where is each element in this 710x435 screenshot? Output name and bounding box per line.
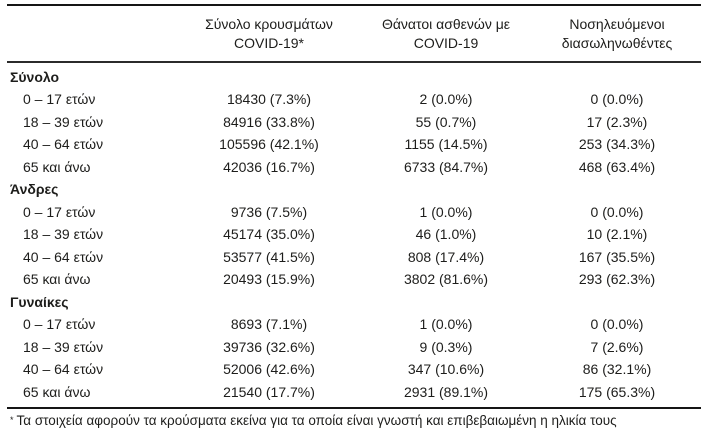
table-row: 65 και άνω 21540 (17.7%) 2931 (89.1%) 175 (… — [7, 381, 701, 404]
column-header-deaths: Θάνατοι ασθενών με COVID-19 — [359, 15, 533, 53]
column-header-intubated-line2: διασωληνωθέντες — [561, 35, 673, 51]
column-header-deaths-line1: Θάνατοι ασθενών με — [381, 16, 511, 32]
group-header-row: Άνδρες — [7, 178, 701, 201]
footnote-asterisk: * — [10, 415, 14, 425]
footnote-text: Τα στοιχεία αφορούν τα κρούσματα εκείνα … — [16, 413, 617, 428]
table-row: 18 – 39 ετών 39736 (32.6%) 9 (0.3%) 7 (2.6%… — [7, 336, 701, 359]
group-label: Άνδρες — [10, 181, 59, 198]
age-group-label: 0 – 17 ετών — [23, 203, 96, 220]
age-group-label: 65 και άνω — [23, 271, 91, 288]
deaths-value: 6733 (84.7%) — [403, 158, 489, 175]
table-row: 65 και άνω 20493 (15.9%) 3802 (81.6%) 293 (… — [7, 268, 701, 291]
cases-value: 8693 (7.1%) — [230, 316, 308, 333]
deaths-value: 55 (0.7%) — [415, 113, 477, 130]
age-group-label: 40 – 64 ετών — [23, 136, 104, 153]
table-bottom-rule — [7, 407, 701, 409]
cases-value: 9736 (7.5%) — [230, 203, 308, 220]
group-label: Γυναίκες — [10, 293, 69, 310]
age-group-label: 18 – 39 ετών — [23, 338, 104, 355]
column-header-intubated-line1: Νοσηλευόμενοι — [569, 16, 665, 32]
deaths-value: 3802 (81.6%) — [403, 271, 489, 288]
table-row: 18 – 39 ετών 84916 (33.8%) 55 (0.7%) 17 (2.… — [7, 111, 701, 134]
cases-value: 20493 (15.9%) — [223, 271, 315, 288]
cases-value: 84916 (33.8%) — [223, 113, 315, 130]
cases-value: 105596 (42.1%) — [219, 136, 319, 153]
deaths-value: 1 (0.0%) — [419, 316, 473, 333]
table-row: 0 – 17 ετών 18430 (7.3%) 2 (0.0%) 0 (0.0%) — [7, 88, 701, 111]
deaths-value: 808 (17.4%) — [407, 248, 485, 265]
age-group-label: 40 – 64 ετών — [23, 248, 104, 265]
table-header-rule — [7, 61, 701, 63]
table-body: Σύνολο 0 – 17 ετών 18430 (7.3%) 2 (0.0%) 0 (… — [7, 63, 701, 408]
age-group-label: 0 – 17 ετών — [23, 91, 96, 108]
cases-value: 42036 (16.7%) — [223, 158, 315, 175]
intubated-value: 0 (0.0%) — [590, 203, 644, 220]
deaths-value: 2 (0.0%) — [419, 91, 473, 108]
cases-value: 45174 (35.0%) — [223, 226, 315, 243]
table-row: 40 – 64 ετών 105596 (42.1%) 1155 (14.5%) 25… — [7, 133, 701, 156]
age-group-label: 0 – 17 ετών — [23, 316, 96, 333]
column-header-cases: Σύνολο κρουσμάτων COVID-19* — [179, 15, 359, 53]
age-group-label: 18 – 39 ετών — [23, 113, 104, 130]
column-header-cases-line2: COVID-19* — [233, 35, 305, 51]
intubated-value: 7 (2.6%) — [590, 338, 644, 355]
deaths-value: 1155 (14.5%) — [404, 136, 488, 153]
cases-value: 18430 (7.3%) — [226, 91, 312, 108]
covid-stats-table: Σύνολο κρουσμάτων COVID-19* Θάνατοι ασθε… — [7, 4, 701, 430]
column-header-cases-line1: Σύνολο κρουσμάτων — [205, 16, 333, 32]
group-header-row: Σύνολο — [7, 66, 701, 89]
column-header-deaths-line2: COVID-19 — [413, 35, 479, 51]
cases-value: 39736 (32.6%) — [223, 338, 315, 355]
age-group-label: 40 – 64 ετών — [23, 361, 104, 378]
intubated-value: 86 (32.1%) — [582, 361, 652, 378]
intubated-value: 0 (0.0%) — [590, 91, 644, 108]
table-header-row: Σύνολο κρουσμάτων COVID-19* Θάνατοι ασθε… — [7, 6, 701, 61]
table-row: 40 – 64 ετών 52006 (42.6%) 347 (10.6%) 86 (… — [7, 358, 701, 381]
table-row: 18 – 39 ετών 45174 (35.0%) 46 (1.0%) 10 (2.… — [7, 223, 701, 246]
intubated-value: 253 (34.3%) — [578, 136, 656, 153]
table-row: 40 – 64 ετών 53577 (41.5%) 808 (17.4%) 167 … — [7, 246, 701, 269]
cases-value: 21540 (17.7%) — [223, 383, 315, 400]
deaths-value: 9 (0.3%) — [419, 338, 473, 355]
deaths-value: 1 (0.0%) — [419, 203, 473, 220]
intubated-value: 10 (2.1%) — [586, 226, 648, 243]
cases-value: 53577 (41.5%) — [223, 248, 315, 265]
age-group-label: 65 και άνω — [23, 383, 91, 400]
table-row: 0 – 17 ετών 9736 (7.5%) 1 (0.0%) 0 (0.0%) — [7, 201, 701, 224]
deaths-value: 2931 (89.1%) — [403, 383, 489, 400]
column-header-intubated: Νοσηλευόμενοι διασωληνωθέντες — [533, 15, 701, 53]
group-header-row: Γυναίκες — [7, 291, 701, 314]
intubated-value: 293 (62.3%) — [578, 271, 656, 288]
deaths-value: 347 (10.6%) — [407, 361, 485, 378]
intubated-value: 17 (2.3%) — [586, 113, 648, 130]
table-footnote: * Τα στοιχεία αφορούν τα κρούσματα εκείνα… — [7, 409, 701, 430]
intubated-value: 0 (0.0%) — [590, 316, 644, 333]
age-group-label: 18 – 39 ετών — [23, 226, 104, 243]
intubated-value: 175 (65.3%) — [578, 383, 656, 400]
cases-value: 52006 (42.6%) — [223, 361, 315, 378]
intubated-value: 468 (63.4%) — [578, 158, 656, 175]
deaths-value: 46 (1.0%) — [415, 226, 477, 243]
intubated-value: 167 (35.5%) — [578, 248, 656, 265]
group-label: Σύνολο — [10, 68, 60, 85]
age-group-label: 65 και άνω — [23, 158, 91, 175]
table-row: 65 και άνω 42036 (16.7%) 6733 (84.7%) 468 (… — [7, 156, 701, 179]
table-top-rule — [7, 4, 701, 6]
table-row: 0 – 17 ετών 8693 (7.1%) 1 (0.0%) 0 (0.0%) — [7, 313, 701, 336]
